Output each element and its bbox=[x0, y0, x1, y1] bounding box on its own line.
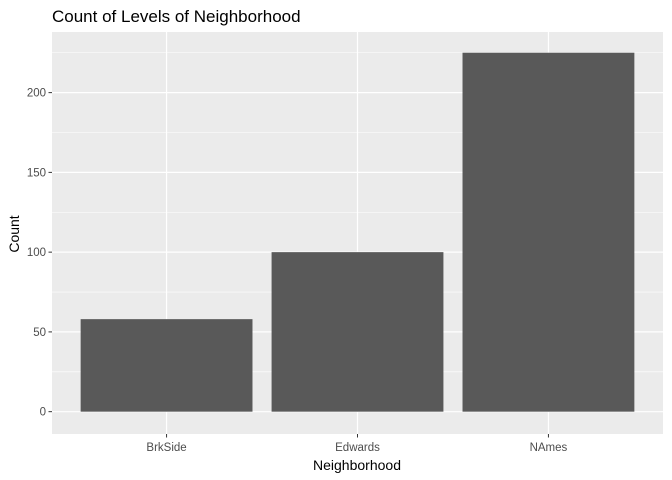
x-tick-label: NAmes bbox=[530, 442, 568, 454]
y-tick-label: 200 bbox=[27, 88, 46, 100]
y-tick-label: 0 bbox=[40, 407, 46, 419]
bars bbox=[80, 52, 635, 412]
y-tick-label: 50 bbox=[33, 327, 46, 339]
x-tick-label: Edwards bbox=[335, 442, 380, 454]
bar-edwards bbox=[271, 252, 444, 412]
x-axis: BrkSide Edwards NAmes bbox=[146, 434, 568, 454]
y-axis: 0 50 100 150 200 bbox=[27, 88, 52, 419]
bar-names bbox=[462, 52, 635, 412]
y-tick-label: 100 bbox=[27, 247, 46, 259]
bar-brkside bbox=[80, 319, 253, 412]
x-tick-label: BrkSide bbox=[146, 442, 186, 454]
y-tick-label: 150 bbox=[27, 167, 46, 179]
x-axis-title: Neighborhood bbox=[313, 457, 401, 473]
chart-title: Count of Levels of Neighborhood bbox=[52, 7, 301, 26]
y-axis-title: Count bbox=[6, 215, 22, 252]
